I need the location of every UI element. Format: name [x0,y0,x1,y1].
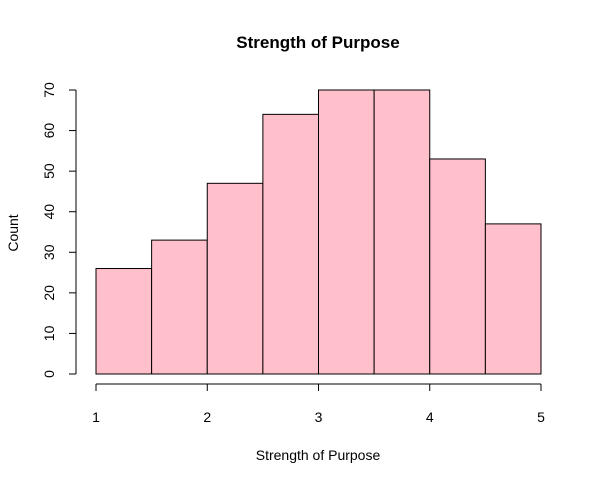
histogram-bar [318,89,375,375]
histogram-bar [151,239,208,375]
histogram-bar [206,182,264,375]
chart-title: Strength of Purpose [236,33,399,52]
x-tick-label: 3 [315,409,323,425]
histogram-bar [262,113,319,375]
x-axis-label: Strength of Purpose [256,447,381,463]
histogram-bar [95,268,153,375]
y-tick-label: 40 [41,204,57,220]
y-tick-label: 30 [41,244,57,260]
y-axis-label: Count [5,214,21,251]
y-tick-label: 60 [41,123,57,139]
y-tick-label: 70 [41,82,57,98]
x-tick-label: 4 [426,409,434,425]
x-tick-label: 5 [537,409,545,425]
x-tick-label: 2 [203,409,211,425]
histogram-bar [484,223,542,375]
histogram-bar [373,89,431,375]
y-tick-label: 0 [41,370,57,378]
y-tick-label: 20 [41,285,57,301]
x-axis: 1 2 3 4 5 [92,383,545,425]
x-tick-label: 1 [92,409,100,425]
y-tick-label: 10 [41,325,57,341]
bars-group [95,89,542,375]
y-axis: 0 10 20 30 40 50 60 70 [41,82,77,378]
y-tick-label: 50 [41,163,57,179]
histogram-bar [429,158,486,375]
